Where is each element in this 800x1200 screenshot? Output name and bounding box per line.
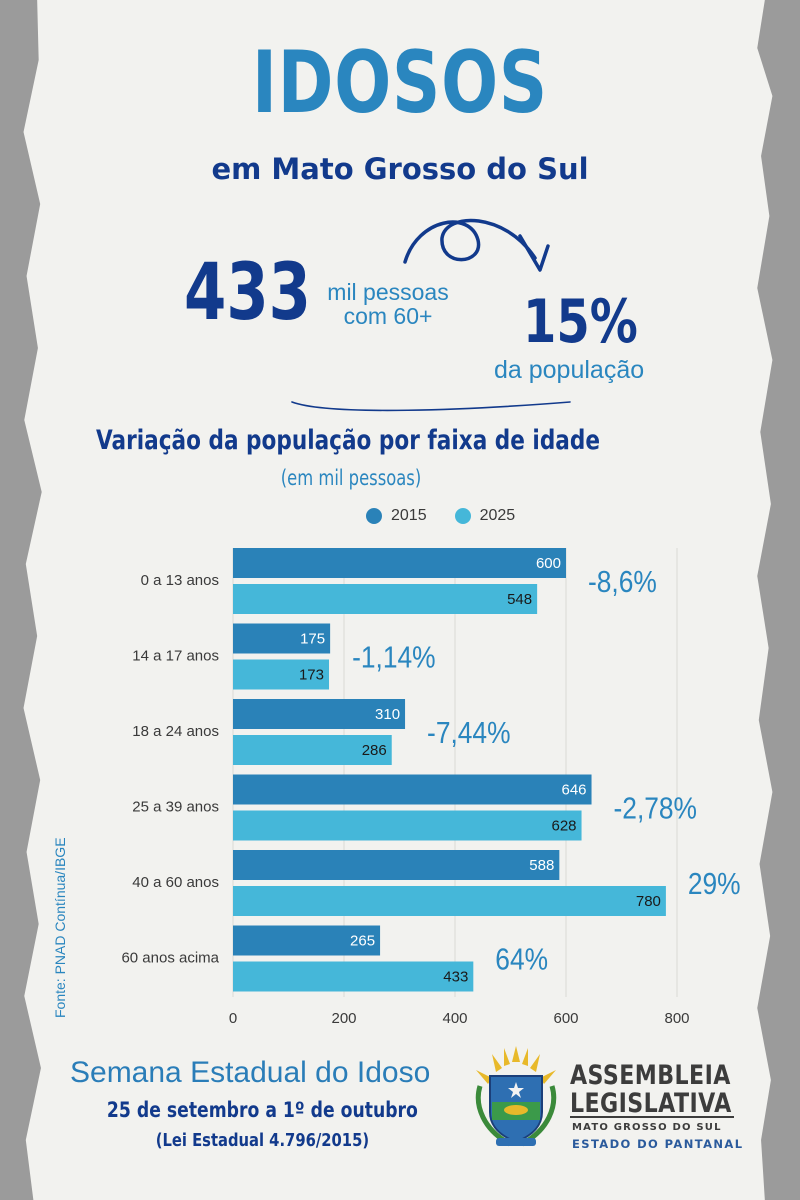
- population-share: 15%: [523, 287, 638, 357]
- population-share-label: da população: [494, 356, 645, 384]
- chart-title: Variação da população por faixa de idade: [96, 425, 600, 456]
- data-label: 175: [300, 631, 325, 648]
- category-label: 40 a 60 anos: [132, 874, 219, 891]
- chart-legend: 2015 2025: [366, 507, 515, 525]
- event-law: (Lei Estadual 4.796/2015): [155, 1130, 370, 1151]
- category-label: 18 a 24 anos: [132, 723, 219, 740]
- bar-2025: [233, 659, 330, 690]
- category-label: 14 a 17 anos: [132, 648, 219, 665]
- logo-line-assembleia: ASSEMBLEIA: [570, 1060, 731, 1091]
- logo-divider: [570, 1116, 734, 1118]
- bar-2015: [233, 623, 331, 654]
- page-title: IDOSOS: [251, 33, 548, 133]
- elderly-count-label: mil pessoas com 60+: [327, 279, 449, 330]
- arrow-head: [518, 234, 550, 272]
- arrow-decoration: [291, 218, 571, 412]
- variation-label: -1,14%: [352, 641, 435, 675]
- data-label: 265: [350, 933, 375, 950]
- category-label: 0 a 13 anos: [141, 572, 219, 589]
- data-label: 646: [561, 782, 586, 799]
- category-label: 60 anos acima: [121, 950, 219, 967]
- bar-2025: [233, 810, 582, 841]
- x-tick-label: 400: [442, 1010, 467, 1027]
- data-label: 173: [299, 667, 324, 684]
- bar-2015: [233, 925, 381, 956]
- coat-of-arms-icon: [475, 1046, 557, 1147]
- bar-2025: [233, 584, 538, 614]
- x-tick-label: 0: [229, 1010, 237, 1027]
- event-dates: 25 de setembro a 1º de outubro: [106, 1098, 418, 1122]
- bar-2015: [233, 850, 560, 880]
- data-label: 548: [507, 591, 532, 608]
- bar-2025: [233, 735, 392, 765]
- bar-2015: [233, 548, 566, 578]
- variation-label: -7,44%: [427, 716, 510, 750]
- legend-dot-2015: [366, 508, 382, 524]
- data-label: 780: [636, 893, 661, 910]
- data-label: 433: [443, 969, 468, 986]
- underline-swoosh: [291, 401, 571, 412]
- data-label: 286: [362, 742, 387, 759]
- legend-label-2025: 2025: [479, 507, 516, 524]
- variation-label: 64%: [495, 943, 548, 977]
- logo-line-pantanal: ESTADO DO PANTANAL: [572, 1137, 744, 1151]
- data-label: 600: [536, 555, 561, 572]
- bar-2025: [233, 961, 474, 992]
- legend-label-2015: 2015: [391, 507, 427, 524]
- x-tick-label: 200: [331, 1010, 356, 1027]
- page-subtitle: em Mato Grosso do Sul: [211, 152, 589, 186]
- data-label: 588: [529, 857, 554, 874]
- curved-arrow: [403, 218, 537, 264]
- x-tick-label: 600: [553, 1010, 578, 1027]
- bar-2025: [233, 886, 666, 916]
- category-label: 25 a 39 anos: [132, 799, 219, 816]
- bar-2015: [233, 699, 406, 729]
- elderly-count: 433: [184, 248, 312, 338]
- variation-label: -2,78%: [614, 792, 697, 826]
- event-title: Semana Estadual do Idoso: [70, 1056, 431, 1089]
- variation-label: 29%: [688, 867, 741, 901]
- bar-chart: 0 200 400 600 800 0 a 13 anos 600 548 -8,6% 14 a …: [121, 548, 741, 1027]
- logo-line-legislativa: LEGISLATIVA: [570, 1088, 732, 1119]
- legend-item-2025: 2025: [454, 507, 516, 525]
- source-note: Fonte: PNAD Contínua/IBGE: [52, 837, 68, 1018]
- x-tick-label: 800: [664, 1010, 689, 1027]
- bar-2015: [233, 774, 592, 805]
- chart-subtitle: (em mil pessoas): [280, 466, 422, 490]
- legend-item-2015: 2015: [366, 507, 427, 525]
- logo-line-state: MATO GROSSO DO SUL: [572, 1122, 722, 1133]
- legend-dot-2025: [454, 508, 471, 524]
- data-label: 628: [552, 818, 577, 835]
- data-label: 310: [375, 706, 400, 723]
- assembly-logo: ASSEMBLEIA LEGISLATIVA MATO GROSSO DO SU…: [470, 1046, 744, 1156]
- variation-label: -8,6%: [588, 565, 657, 599]
